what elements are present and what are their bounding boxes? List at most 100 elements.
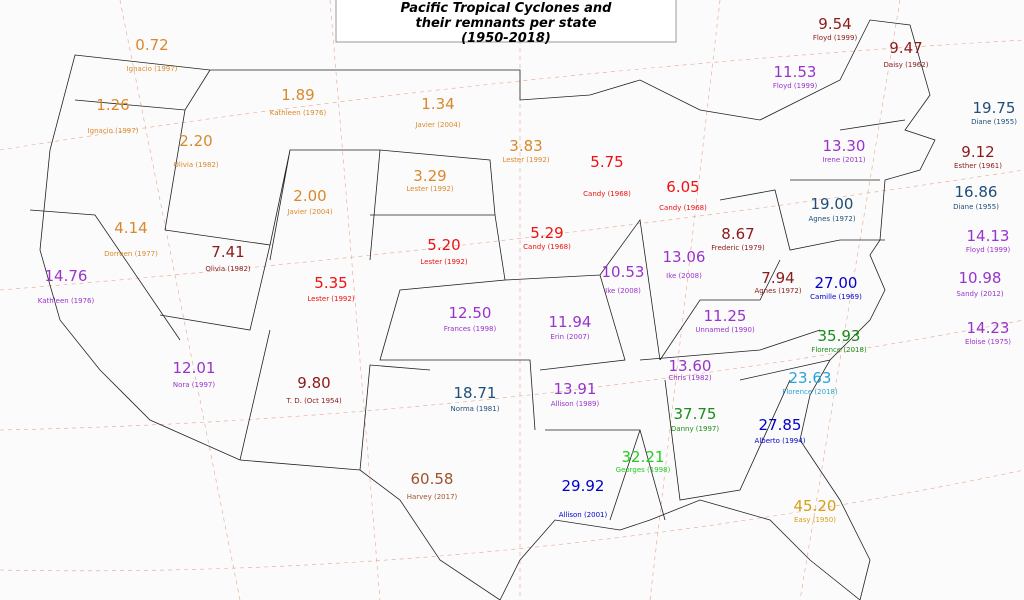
storm-name: Allison (1989) [551,400,600,408]
storm-name: Norma (1981) [451,405,500,413]
rainfall-value: 2.20 [179,132,212,150]
rainfall-value: 9.54 [818,15,851,33]
rainfall-value: 9.47 [889,39,922,57]
storm-name: Frederic (1979) [711,244,765,252]
rainfall-value: 12.50 [449,304,492,322]
rainfall-value: 3.29 [413,167,446,185]
rainfall-value: 4.14 [114,219,147,237]
rainfall-value: 11.53 [774,63,817,81]
storm-name: Diane (1955) [953,203,999,211]
storm-name: Javier (2004) [414,121,460,129]
rainfall-value: 13.60 [669,357,712,375]
rainfall-value: 14.76 [45,267,88,285]
storm-name: T. D. (Oct 1954) [285,397,342,405]
storm-name: Erin (2007) [550,333,589,341]
rainfall-value: 11.25 [704,307,747,325]
storm-name: Dorreen (1977) [104,250,158,258]
storm-name: Irene (2011) [822,156,866,164]
storm-name: Candy (1968) [523,243,571,251]
storm-name: Esther (1961) [954,162,1002,170]
rainfall-value: 7.94 [761,269,794,287]
rainfall-value: 1.89 [281,86,314,104]
rainfall-value: 32.21 [622,448,665,466]
rainfall-value: 23.63 [789,369,832,387]
rainfall-value: 45.20 [794,497,837,515]
storm-name: Florence (2018) [782,388,838,396]
rainfall-value: 7.41 [211,243,244,261]
storm-name: Georges (1998) [616,466,671,474]
rainfall-value: 0.72 [135,36,168,54]
storm-name: Floyd (1999) [813,34,858,42]
rainfall-value: 9.12 [961,143,994,161]
storm-name: Allison (2001) [559,511,608,519]
storm-name: Chris (1982) [668,374,712,382]
rainfall-value: 14.23 [967,319,1010,337]
rainfall-value: 1.26 [96,96,129,114]
map-title: Pacific Tropical Cyclones and [401,1,613,16]
rainfall-value: 13.06 [663,248,706,266]
storm-name: Candy (1968) [659,204,707,212]
rainfall-value: 5.20 [427,236,460,254]
storm-name: Floyd (1999) [966,246,1011,254]
rainfall-value: 14.13 [967,227,1010,245]
rainfall-value: 10.98 [959,269,1002,287]
storm-name: Easy (1950) [794,516,836,524]
rainfall-value: 19.00 [811,195,854,213]
rainfall-value: 5.35 [314,274,347,292]
map-title: (1950-2018) [461,31,551,46]
rainfall-value: 10.53 [602,263,645,281]
storm-name: Agnes (1972) [754,287,801,295]
storm-name: Lester (1992) [307,295,354,303]
storm-name: Eloise (1975) [965,338,1011,346]
rainfall-value: 2.00 [293,187,326,205]
storm-name: Danny (1997) [671,425,719,433]
rainfall-value: 9.80 [297,374,330,392]
rainfall-value: 5.29 [530,224,563,242]
storm-name: Lester (1992) [502,156,549,164]
storm-name: Candy (1968) [583,190,631,198]
storm-name: Javier (2004) [286,208,332,216]
rainfall-value: 29.92 [562,477,605,495]
storm-name: Olivia (1982) [205,265,251,273]
map-title: their remnants per state [415,16,596,31]
storm-name: Lester (1992) [420,258,467,266]
state-boundaries [29,19,936,600]
title-box [335,0,677,43]
rainfall-value: 8.67 [721,225,754,243]
rainfall-value: 13.30 [823,137,866,155]
rainfall-value: 27.00 [815,274,858,292]
storm-name: Diane (1955) [971,118,1017,126]
storm-name: Nora (1997) [173,381,215,389]
storm-name: Olivia (1982) [173,161,219,169]
storm-name: Ignacio (1997) [88,127,139,135]
rainfall-value: 3.83 [509,137,542,155]
rainfall-value: 11.94 [549,313,592,331]
rainfall-value: 35.93 [818,327,861,345]
rainfall-value: 1.34 [421,95,454,113]
rainfall-value: 6.05 [666,178,699,196]
rainfall-value: 37.75 [674,405,717,423]
storm-name: Ike (2008) [605,287,641,295]
rainfall-value: 19.75 [973,99,1016,117]
title-frame [335,0,677,43]
rainfall-value: 16.86 [955,183,998,201]
storm-name: Daisy (1962) [884,61,929,69]
rainfall-value: 12.01 [173,359,216,377]
storm-name: Florence (2018) [811,346,867,354]
storm-name: Kathleen (1976) [270,109,327,117]
rainfall-value: 18.71 [454,384,497,402]
storm-name: Sandy (2012) [956,290,1004,298]
storm-name: Agnes (1972) [808,215,855,223]
rainfall-value: 13.91 [554,380,597,398]
storm-name: Frances (1998) [444,325,497,333]
storm-name: Harvey (2017) [407,493,458,501]
storm-name: Lester (1992) [406,185,453,193]
storm-name: Alberto (1994) [755,437,806,445]
storm-name: Ike (2008) [666,272,702,280]
storm-name: Ignacio (1997) [127,65,178,73]
storm-name: Camille (1969) [810,293,862,301]
storm-name: Unnamed (1990) [695,326,755,334]
